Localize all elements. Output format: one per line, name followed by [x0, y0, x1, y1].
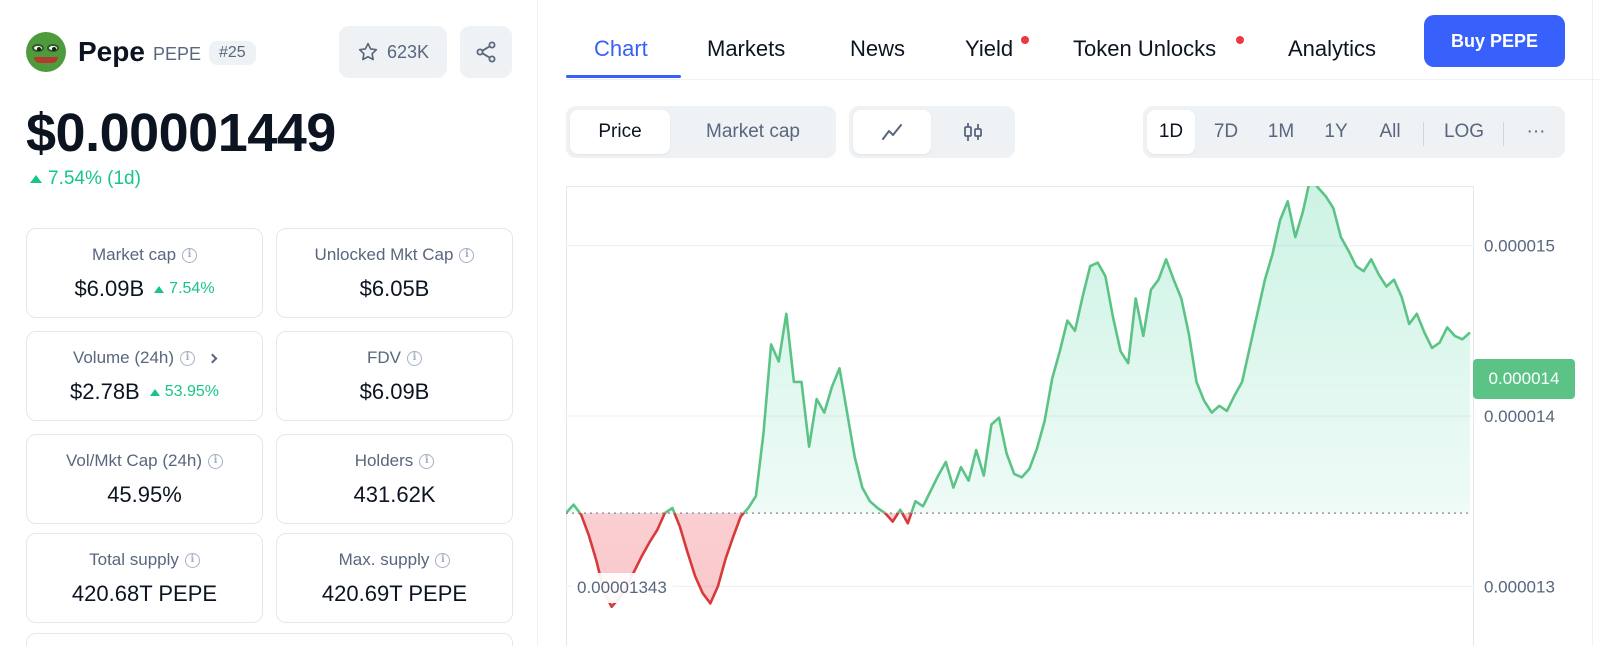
stat-fdv[interactable]: FDV i $6.09B: [276, 331, 513, 421]
current-price-tag: 0.000014: [1473, 359, 1575, 399]
pepe-logo-icon: [26, 32, 66, 72]
divider: [1503, 122, 1504, 146]
stat-label: Max. supply: [338, 550, 430, 569]
range-1d[interactable]: 1D: [1147, 110, 1195, 154]
stat-market-cap[interactable]: Market cap i $6.09B 7.54%: [26, 228, 263, 318]
info-icon[interactable]: i: [208, 453, 224, 469]
range-1y[interactable]: 1Y: [1324, 121, 1348, 142]
info-icon[interactable]: i: [182, 247, 198, 263]
market-cap-option[interactable]: Market cap: [706, 121, 800, 142]
stat-max-supply[interactable]: Max. supply i 420.69T PEPE: [276, 533, 513, 623]
stat-vol-mkt-cap[interactable]: Vol/Mkt Cap (24h) i 45.95%: [26, 434, 263, 524]
notification-dot: [1021, 36, 1029, 44]
stat-label: Market cap: [91, 245, 177, 264]
y-tick-label: 0.000015: [1484, 237, 1555, 256]
info-icon[interactable]: i: [459, 247, 475, 263]
stat-value: $6.05B: [359, 276, 430, 301]
tab-markets[interactable]: Markets: [707, 36, 786, 61]
stat-volume-24h[interactable]: Volume (24h) i $2.78B 53.95%: [26, 331, 263, 421]
stat-label: FDV: [367, 348, 401, 367]
info-icon[interactable]: i: [184, 552, 200, 568]
coin-symbol: PEPE: [152, 43, 201, 64]
info-icon[interactable]: i: [180, 350, 196, 366]
panel-divider: [1592, 0, 1593, 646]
buy-button[interactable]: Buy PEPE: [1424, 15, 1565, 67]
tab-yield[interactable]: Yield: [965, 36, 1014, 61]
more-options-icon[interactable]: ···: [1526, 121, 1546, 142]
coin-header: Pepe PEPE #25: [26, 32, 256, 72]
share-button[interactable]: [460, 26, 512, 78]
stat-holders[interactable]: Holders i 431.62K: [276, 434, 513, 524]
info-icon[interactable]: i: [407, 350, 422, 366]
price-line-down: [566, 513, 913, 609]
price-change-value: 7.54% (1d): [48, 168, 141, 189]
tab-token-unlocks[interactable]: Token Unlocks: [1073, 36, 1217, 61]
arrow-up-icon: [154, 285, 165, 293]
tab-chart[interactable]: Chart: [594, 36, 648, 61]
stat-total-supply[interactable]: Total supply i 420.68T PEPE: [26, 533, 263, 623]
stat-change: 53.95%: [149, 383, 219, 401]
stat-value: 45.95%: [107, 482, 182, 507]
stat-unlocked-market-cap[interactable]: Unlocked Mkt Cap i $6.05B: [276, 228, 513, 318]
log-scale-toggle[interactable]: LOG: [1443, 121, 1485, 142]
notification-dot: [1236, 36, 1244, 44]
watchlist-button[interactable]: 623K: [339, 26, 447, 78]
stat-value: $2.78B: [70, 379, 140, 404]
candlestick-option[interactable]: [935, 110, 1011, 154]
share-icon: [476, 41, 496, 63]
stat-card-next: [26, 633, 513, 646]
range-selector: 1D 7D 1M 1Y All LOG ···: [1143, 106, 1565, 158]
stat-label: Total supply: [89, 550, 179, 569]
coin-overview-panel: Pepe PEPE #25 623K $0.00001449 7.54% (1d…: [0, 0, 538, 646]
stat-label: Holders: [354, 451, 414, 470]
stat-change: 7.54%: [154, 280, 215, 298]
rank-badge: #25: [208, 41, 256, 65]
line-chart-icon: [882, 124, 902, 140]
info-icon[interactable]: i: [435, 552, 451, 568]
tab-news[interactable]: News: [850, 36, 906, 61]
y-tick-label: 0.000014: [1484, 407, 1555, 426]
stat-value: 420.68T PEPE: [71, 581, 218, 606]
star-icon: [358, 42, 378, 61]
stat-value: 431.62K: [353, 482, 436, 507]
stat-value: $6.09B: [359, 379, 430, 404]
range-all[interactable]: All: [1379, 121, 1401, 142]
candlestick-icon: [964, 123, 982, 141]
stat-label: Volume (24h): [72, 348, 175, 367]
stat-label: Unlocked Mkt Cap: [314, 245, 454, 264]
range-1m[interactable]: 1M: [1267, 121, 1295, 142]
price-option[interactable]: Price: [570, 110, 670, 154]
price-area-up: [566, 186, 1470, 514]
info-icon[interactable]: i: [419, 453, 435, 469]
metric-toggle: Price Market cap: [566, 106, 836, 158]
watchlist-count: 623K: [386, 41, 430, 62]
coin-name: Pepe: [78, 36, 145, 67]
y-tick-label: 0.000013: [1484, 577, 1555, 596]
stat-label: Vol/Mkt Cap (24h): [65, 451, 203, 470]
arrow-up-icon: [149, 388, 160, 396]
stat-value: 420.69T PEPE: [321, 581, 468, 606]
range-7d[interactable]: 7D: [1213, 121, 1239, 142]
arrow-up-icon: [30, 175, 42, 183]
price-change: 7.54% (1d): [30, 168, 141, 190]
current-price: $0.00001449: [26, 103, 336, 163]
price-line-up: [566, 186, 1471, 514]
baseline-price-label: 0.00001343: [571, 573, 673, 603]
y-axis-labels: 0.000015 0.000014 0.000013: [1484, 237, 1555, 597]
tab-analytics[interactable]: Analytics: [1288, 36, 1377, 61]
divider: [1423, 122, 1424, 146]
stat-value: $6.09B: [74, 276, 145, 301]
active-tab-indicator: [566, 75, 681, 78]
chart-style-toggle: [849, 106, 1015, 158]
tab-bar: [566, 0, 1600, 80]
line-chart-option[interactable]: [853, 110, 931, 154]
